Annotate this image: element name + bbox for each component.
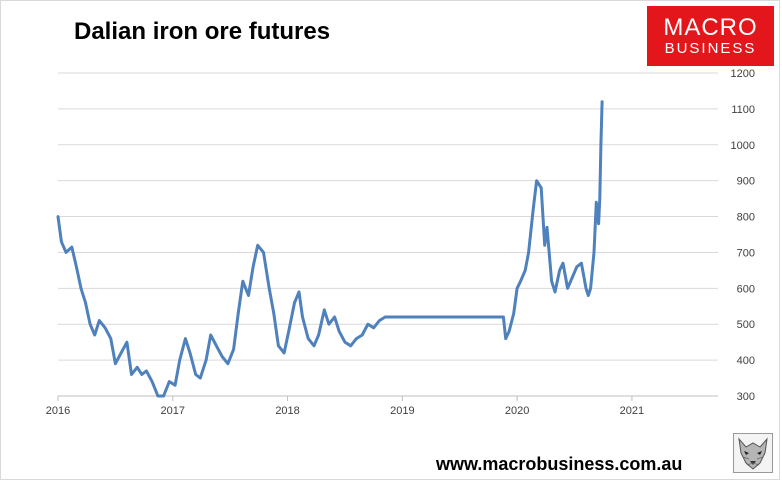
y-tick-label: 300 [737, 391, 755, 403]
x-tick-label: 2016 [46, 405, 70, 417]
gridlines [58, 72, 718, 397]
y-tick-label: 600 [737, 283, 755, 295]
x-tick-label: 2021 [620, 405, 644, 417]
website-url: www.macrobusiness.com.au [436, 454, 683, 474]
x-axis [57, 395, 718, 401]
logo-text-business: BUSINESS [664, 40, 757, 57]
logo-text-macro: MACRO [663, 14, 758, 41]
y-tick-label: 1200 [731, 68, 755, 80]
chart-title: Dalian iron ore futures [74, 18, 331, 45]
x-tick-label: 2019 [390, 405, 414, 417]
wolf-logo-icon [733, 433, 773, 473]
x-tick-label: 2017 [161, 405, 185, 417]
y-tick-label: 400 [737, 355, 755, 367]
y-tick-label: 900 [737, 176, 755, 188]
macrobusiness-logo: MACRO BUSINESS [647, 6, 774, 66]
y-tick-label: 1100 [731, 104, 755, 116]
x-tick-label: 2020 [505, 405, 529, 417]
y-tick-label: 800 [737, 212, 755, 224]
iron-ore-price-line [56, 100, 604, 398]
y-tick-label: 1000 [731, 140, 755, 152]
y-tick-label: 500 [737, 319, 755, 331]
x-tick-label: 2018 [275, 405, 299, 417]
y-tick-label: 700 [737, 247, 755, 259]
y-tick-labels: 300 400 500 600 700 800 900 1000 1100 1200 [731, 68, 755, 403]
x-tick-labels: 2016 2017 2018 2019 2020 2021 [46, 405, 644, 417]
